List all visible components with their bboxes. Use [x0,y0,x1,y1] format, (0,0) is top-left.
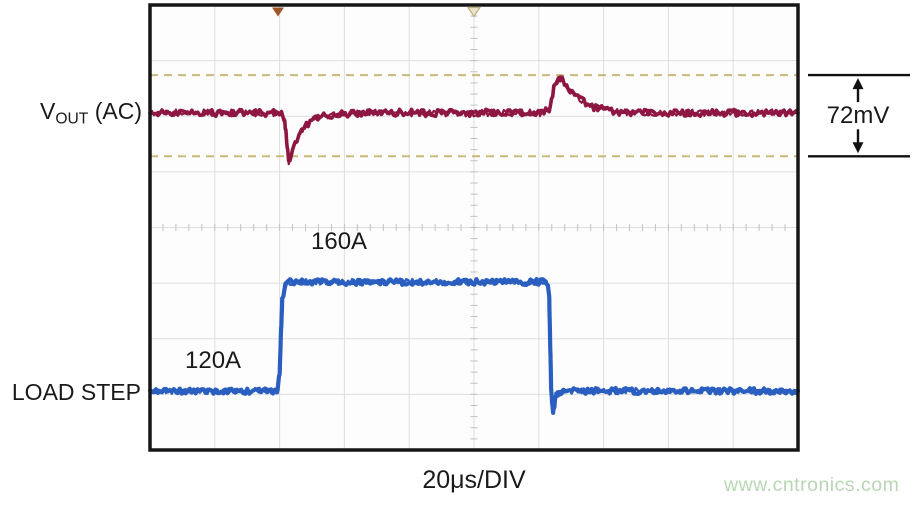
high-level-label: 160A [311,228,368,255]
arrow-down-icon [852,142,864,154]
arrow-up-icon [852,78,864,90]
trace-vout-ac [148,75,800,166]
vout-label-suffix: (AC) [88,98,142,124]
delta-annotation [808,73,910,158]
timebase-label: 20μs/DIV [422,466,526,494]
trace-load-step [147,277,801,415]
trigger-marker-hollow [466,6,482,18]
watermark: www.cntronics.com [724,474,900,496]
vout-label-sub: OUT [55,110,89,128]
load-step-label: LOAD STEP [11,379,141,405]
voltage-cursor-lines [150,74,798,158]
delta-voltage-label: 72mV [826,102,890,129]
vout-label: VOUT (AC) [8,98,142,128]
plot-border [148,3,800,452]
trigger-marker-solid [271,7,284,17]
graticule-minor-ticks [149,4,799,451]
low-level-label: 120A [185,347,242,374]
vout-label-main: V [40,98,56,124]
